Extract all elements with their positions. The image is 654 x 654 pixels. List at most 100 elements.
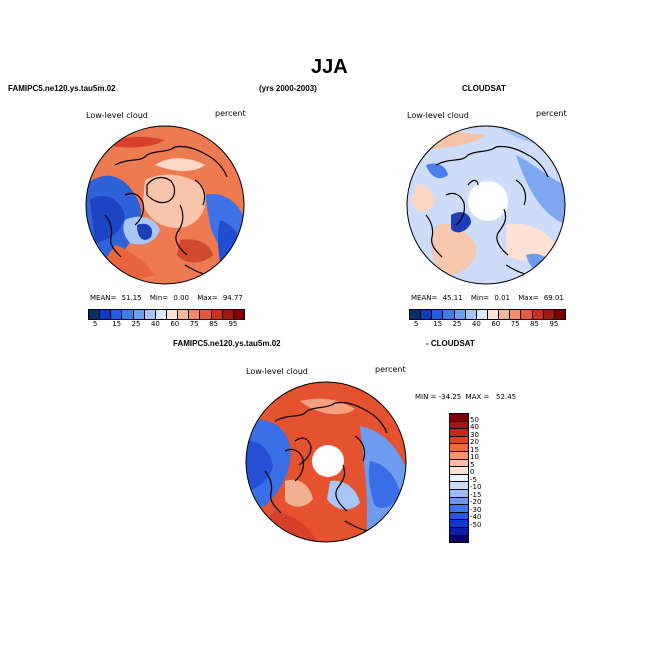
colorbar-swatch xyxy=(99,310,111,319)
colorbar-swatch xyxy=(450,450,468,459)
colorbar-tick-label: 5 xyxy=(92,320,98,328)
colorbar-tick-label: -20 xyxy=(470,498,482,507)
obs-polar-map xyxy=(406,125,566,285)
model-polar-map xyxy=(85,125,245,285)
colorbar-swatch xyxy=(553,310,565,319)
model-mean-label: MEAN= xyxy=(90,294,117,302)
obs-min-value: 0.01 xyxy=(494,294,510,302)
colorbar-tick-label: 20 xyxy=(470,438,479,447)
obs-colorbar xyxy=(409,309,566,320)
model-units-label: percent xyxy=(215,109,246,118)
colorbar-swatch xyxy=(450,443,468,451)
colorbar-tick-label: 75 xyxy=(189,320,199,328)
colorbar-tick-label: 60 xyxy=(491,320,501,328)
colorbar-swatch xyxy=(450,496,468,505)
diff-minmax: MIN = -34.25 MAX = 52.45 xyxy=(415,393,517,401)
colorbar-swatch xyxy=(450,488,468,497)
colorbar-swatch xyxy=(199,310,211,319)
obs-mean-value: 45.11 xyxy=(442,294,463,302)
colorbar-tick-label: -30 xyxy=(470,505,482,514)
colorbar-tick-label: 0 xyxy=(470,468,475,477)
page-title: JJA xyxy=(311,56,348,78)
obs-mean-label: MEAN= xyxy=(411,294,438,302)
colorbar-swatch xyxy=(110,310,122,319)
colorbar-swatch xyxy=(232,310,244,319)
colorbar-swatch xyxy=(188,310,200,319)
colorbar-tick-label: 15 xyxy=(433,320,443,328)
colorbar-tick-label: 15 xyxy=(470,445,479,454)
diff-field-label: Low-level cloud xyxy=(246,367,308,376)
colorbar-swatch xyxy=(531,310,543,319)
colorbar-tick-label: 95 xyxy=(549,320,559,328)
colorbar-tick-label: -50 xyxy=(470,520,482,529)
colorbar-swatch xyxy=(498,310,510,319)
colorbar-swatch xyxy=(509,310,521,319)
colorbar-swatch xyxy=(486,310,499,319)
colorbar-swatch xyxy=(450,504,468,512)
colorbar-swatch xyxy=(89,310,100,319)
colorbar-tick-label: 60 xyxy=(170,320,180,328)
colorbar-swatch xyxy=(450,481,468,489)
model-field-label: Low-level cloud xyxy=(86,111,148,120)
colorbar-swatch xyxy=(450,473,468,482)
obs-min-label: Min= xyxy=(470,294,490,302)
colorbar-swatch xyxy=(154,310,166,319)
diff-obs-header: - CLOUDSAT xyxy=(426,339,475,348)
colorbar-swatch xyxy=(450,511,468,520)
years-header: (yrs 2000-2003) xyxy=(259,84,317,93)
colorbar-tick-label: 30 xyxy=(470,430,479,439)
model-min-label: Min= xyxy=(149,294,169,302)
colorbar-swatch xyxy=(450,414,468,421)
colorbar-tick-label: 85 xyxy=(530,320,540,328)
colorbar-tick-label: 50 xyxy=(470,415,479,424)
model-mean-value: 51.15 xyxy=(121,294,142,302)
model-case-header: FAMIPC5.ne120.ys.tau5m.02 xyxy=(8,84,116,93)
colorbar-swatch xyxy=(431,310,443,319)
colorbar-swatch xyxy=(177,310,189,319)
colorbar-swatch xyxy=(453,310,465,319)
colorbar-swatch xyxy=(450,458,468,467)
colorbar-swatch xyxy=(475,310,487,319)
colorbar-tick-label: 95 xyxy=(228,320,238,328)
colorbar-tick-label: 10 xyxy=(470,453,479,462)
colorbar-tick-label: 15 xyxy=(112,320,122,328)
model-colorbar-ticks: 5 15 25 40 60 75 85 95 xyxy=(88,320,243,330)
colorbar-swatch xyxy=(450,526,468,535)
colorbar-swatch xyxy=(132,310,144,319)
colorbar-tick-label: 5 xyxy=(470,460,475,469)
colorbar-tick-label: 85 xyxy=(209,320,219,328)
colorbar-tick-label: 25 xyxy=(452,320,462,328)
model-max-label: Max= xyxy=(197,294,218,302)
diff-case-header: FAMIPC5.ne120.ys.tau5m.02 xyxy=(173,339,281,348)
colorbar-tick-label: 75 xyxy=(510,320,520,328)
colorbar-swatch xyxy=(450,466,468,474)
colorbar-swatch xyxy=(410,310,421,319)
colorbar-tick-label: 25 xyxy=(131,320,141,328)
colorbar-swatch xyxy=(121,310,133,319)
colorbar-swatch xyxy=(442,310,454,319)
colorbar-tick-label: 40 xyxy=(471,320,481,328)
model-colorbar xyxy=(88,309,245,320)
colorbar-tick-label: 5 xyxy=(413,320,419,328)
colorbar-swatch xyxy=(165,310,178,319)
colorbar-swatch xyxy=(450,428,468,436)
colorbar-tick-label: 40 xyxy=(470,423,479,432)
colorbar-swatch xyxy=(542,310,554,319)
colorbar-tick-label: 40 xyxy=(150,320,160,328)
obs-max-label: Max= xyxy=(518,294,539,302)
colorbar-tick-label: -15 xyxy=(470,490,482,499)
colorbar-swatch xyxy=(143,310,155,319)
diff-polar-map xyxy=(245,381,407,543)
colorbar-swatch xyxy=(210,310,222,319)
obs-units-label: percent xyxy=(536,109,567,118)
colorbar-swatch xyxy=(464,310,476,319)
colorbar-tick-label: -5 xyxy=(470,475,477,484)
obs-colorbar-ticks: 5 15 25 40 60 75 85 95 xyxy=(409,320,564,330)
obs-header: CLOUDSAT xyxy=(462,84,506,93)
obs-stats: MEAN= 45.11 Min= 0.01 Max= 69.01 xyxy=(411,294,564,302)
obs-field-label: Low-level cloud xyxy=(407,111,469,120)
model-max-value: 94.77 xyxy=(222,294,243,302)
obs-max-value: 69.01 xyxy=(543,294,564,302)
colorbar-swatch xyxy=(450,420,468,429)
diff-units-label: percent xyxy=(375,365,406,374)
